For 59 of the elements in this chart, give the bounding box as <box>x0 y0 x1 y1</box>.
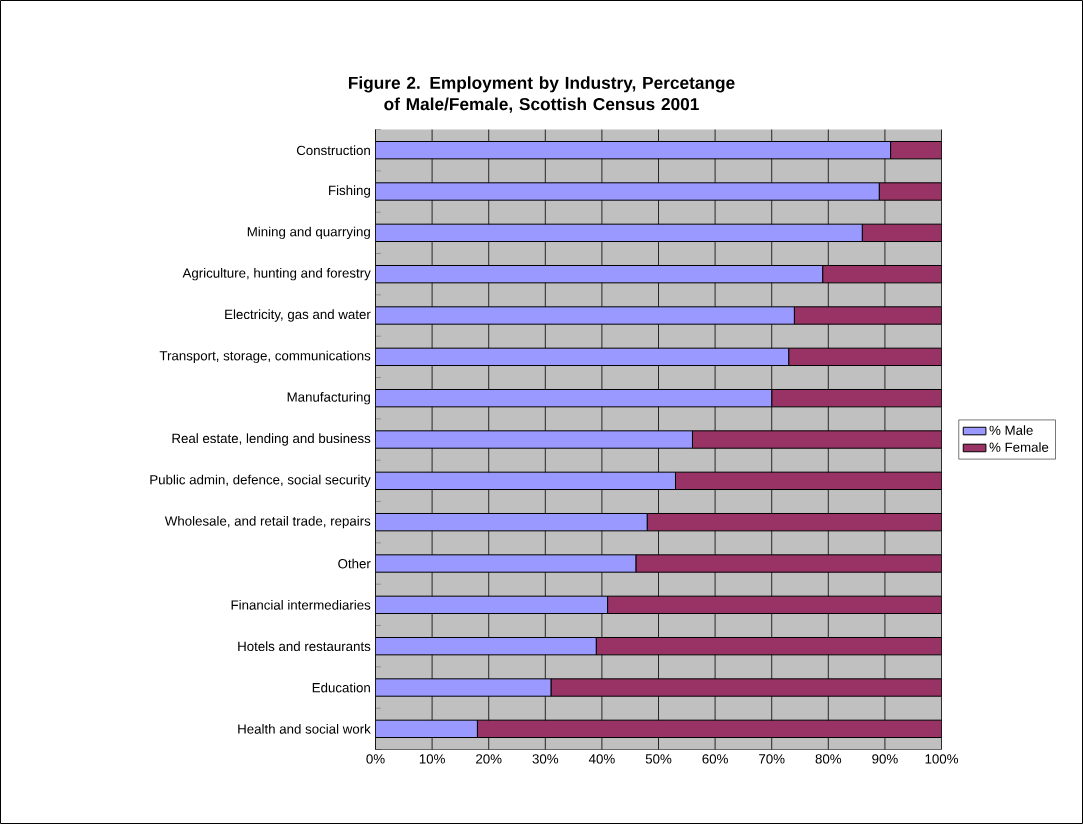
y-tick-label: Manufacturing <box>287 391 370 405</box>
y-tick-label: Real estate, lending and business <box>172 433 371 446</box>
y-tick-label: Agriculture, hunting and forestry <box>182 267 371 281</box>
y-tick-label: Electricity, gas and water <box>225 309 371 322</box>
legend-label: % Male <box>989 425 1033 435</box>
x-tick-label: 80% <box>815 754 842 764</box>
bar <box>375 140 892 160</box>
bar <box>375 512 648 532</box>
x-tick-label: 0% <box>366 754 385 764</box>
bar <box>375 264 824 284</box>
bar <box>878 182 942 201</box>
bar <box>646 512 942 532</box>
bar <box>375 306 795 325</box>
legend-label: % Female <box>989 442 1049 452</box>
bar <box>890 140 942 160</box>
x-tick-label: 60% <box>702 754 728 764</box>
y-tick-label: Health and social work <box>238 723 371 734</box>
x-tick-label: 90% <box>872 754 898 764</box>
bar <box>607 595 942 615</box>
bar <box>861 223 942 243</box>
bar <box>550 678 942 697</box>
x-tick-label: 30% <box>532 754 559 764</box>
y-tick-label: Financial intermediaries <box>231 599 371 610</box>
y-tick-label: Mining and quarrying <box>247 226 370 240</box>
bar <box>375 430 693 449</box>
x-tick-label: 100% <box>925 754 959 764</box>
bar <box>691 430 942 449</box>
bar <box>476 719 942 739</box>
y-tick-label: Wholesale, and retail trade, repairs <box>164 515 371 529</box>
x-tick-label: 70% <box>759 754 785 764</box>
y-tick-label: Hotels and restaurants <box>238 641 371 652</box>
bar <box>635 554 942 573</box>
bar <box>674 471 942 491</box>
bar <box>771 388 942 408</box>
bar <box>375 719 478 739</box>
bar <box>375 388 773 408</box>
chart-title: Figure 2. Employment by Industry, Percetange of Male/Female, Scottish Census 2001 <box>348 76 735 113</box>
x-tick-label: 50% <box>645 754 672 764</box>
bar <box>595 636 942 656</box>
x-tick-label: 10% <box>419 754 445 764</box>
y-tick-label: Fishing <box>329 185 370 198</box>
x-tick-label: 20% <box>476 754 502 764</box>
bar <box>793 306 942 325</box>
y-tick-label: Construction <box>296 145 370 156</box>
bar <box>375 223 863 243</box>
y-tick-label: Education <box>312 682 370 693</box>
bar <box>375 554 637 573</box>
bar <box>375 636 597 656</box>
bar <box>788 347 942 367</box>
bar <box>375 595 609 615</box>
y-tick-label: Transport, storage, communications <box>159 350 371 364</box>
y-tick-label: Public admin, defence, social security <box>150 474 371 488</box>
bar <box>375 347 790 367</box>
bar <box>375 182 880 201</box>
bar <box>822 264 942 284</box>
bar <box>375 471 676 491</box>
bar <box>375 678 552 697</box>
y-tick-label: Other <box>338 558 371 569</box>
x-tick-label: 40% <box>588 754 615 764</box>
